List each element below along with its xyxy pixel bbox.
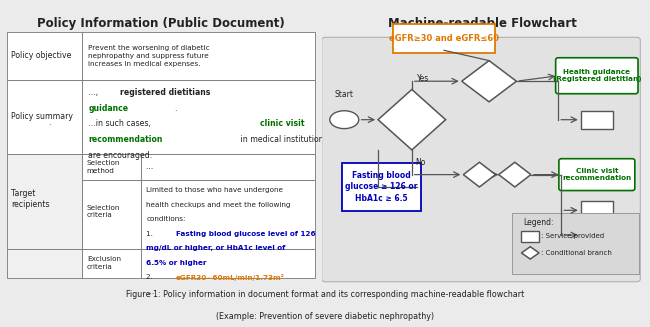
Text: in medical institutions: in medical institutions	[239, 135, 328, 144]
Text: Policy objective: Policy objective	[11, 51, 72, 60]
Bar	[6, 32, 82, 80]
Text: eGFR30∼60mL/min/1.73m²: eGFR30∼60mL/min/1.73m²	[176, 274, 285, 281]
Ellipse shape	[330, 111, 359, 129]
Text: health checkups and meet the following: health checkups and meet the following	[146, 201, 291, 208]
Polygon shape	[462, 60, 516, 102]
Text: Exclusion
criteria: Exclusion criteria	[87, 256, 121, 270]
Polygon shape	[521, 247, 539, 259]
Polygon shape	[378, 90, 446, 150]
Text: Target
recipients: Target recipients	[11, 189, 49, 209]
Text: Machine-readable Flowchart: Machine-readable Flowchart	[388, 17, 577, 30]
Text: Selection
method: Selection method	[87, 160, 120, 174]
Text: : Conditional branch: : Conditional branch	[541, 250, 612, 256]
Text: …: …	[146, 289, 153, 295]
FancyBboxPatch shape	[512, 213, 639, 273]
Text: Figure 1: Policy information in document format and its corresponding machine-re: Figure 1: Policy information in document…	[126, 289, 524, 299]
FancyBboxPatch shape	[556, 58, 638, 94]
Bar	[82, 249, 141, 278]
Text: Legend:: Legend:	[523, 218, 553, 227]
FancyBboxPatch shape	[322, 37, 640, 282]
FancyBboxPatch shape	[559, 159, 635, 191]
Text: Fasting blood
glucose ≥ 126 or
HbA1c ≥ 6.5: Fasting blood glucose ≥ 126 or HbA1c ≥ 6…	[345, 171, 417, 203]
Text: recommendation: recommendation	[88, 135, 162, 144]
Bar	[82, 180, 141, 249]
FancyBboxPatch shape	[580, 201, 613, 219]
Text: provide: provide	[346, 88, 380, 97]
Text: Start: Start	[335, 90, 354, 99]
Bar	[82, 80, 315, 154]
Text: Health guidance
(Registered dietitian): Health guidance (Registered dietitian)	[552, 69, 641, 82]
FancyBboxPatch shape	[342, 163, 421, 211]
Text: health: health	[442, 88, 470, 97]
Text: Policy Information (Public Document): Policy Information (Public Document)	[37, 17, 285, 30]
Text: mg/dL or higher, or HbA1c level of: mg/dL or higher, or HbA1c level of	[146, 245, 286, 251]
Bar	[141, 180, 315, 249]
FancyBboxPatch shape	[393, 24, 495, 53]
Text: No: No	[415, 158, 426, 167]
Text: Fasting blood glucose level of 126: Fasting blood glucose level of 126	[176, 231, 316, 237]
Polygon shape	[463, 162, 495, 187]
Text: …: …	[146, 164, 153, 170]
Bar	[82, 154, 141, 180]
FancyBboxPatch shape	[521, 231, 539, 242]
Text: : Service provided: : Service provided	[541, 233, 604, 239]
Text: …: …	[88, 166, 96, 175]
Text: are encouraged.: are encouraged.	[88, 151, 153, 160]
Text: Selection
criteria: Selection criteria	[87, 205, 120, 218]
Text: Limited to those who have undergone: Limited to those who have undergone	[146, 187, 283, 193]
Text: …in such cases,: …in such cases,	[88, 119, 153, 129]
Text: registered dietitians: registered dietitians	[120, 88, 211, 97]
Text: eGFR≥30 and eGFR≤60: eGFR≥30 and eGFR≤60	[389, 34, 499, 43]
Text: .: .	[174, 104, 177, 113]
Bar	[141, 249, 315, 278]
Text: 6.5% or higher: 6.5% or higher	[146, 260, 207, 266]
Bar	[141, 154, 315, 180]
FancyBboxPatch shape	[580, 226, 613, 244]
Bar	[82, 32, 315, 80]
Text: Yes: Yes	[417, 74, 429, 83]
Text: clinic visit: clinic visit	[260, 119, 304, 129]
Text: …: …	[146, 260, 153, 266]
Text: Prevent the worsening of diabetic
nephropathy and suppress future
increases in m: Prevent the worsening of diabetic nephro…	[88, 45, 210, 67]
Text: …,: …,	[88, 88, 101, 97]
Bar	[6, 154, 82, 249]
FancyBboxPatch shape	[580, 111, 613, 129]
Text: 2.: 2.	[146, 274, 155, 280]
Text: Policy summary: Policy summary	[11, 112, 73, 121]
Text: conditions:: conditions:	[146, 216, 186, 222]
Text: guidance: guidance	[88, 104, 129, 113]
Text: 1.: 1.	[146, 231, 155, 237]
Polygon shape	[499, 162, 531, 187]
Text: Clinic visit
recommendation: Clinic visit recommendation	[562, 168, 631, 181]
Text: (Example: Prevention of severe diabetic nephropathy): (Example: Prevention of severe diabetic …	[216, 312, 434, 321]
Text: ·: ·	[49, 121, 51, 130]
Bar	[6, 249, 82, 278]
Bar	[6, 80, 82, 154]
